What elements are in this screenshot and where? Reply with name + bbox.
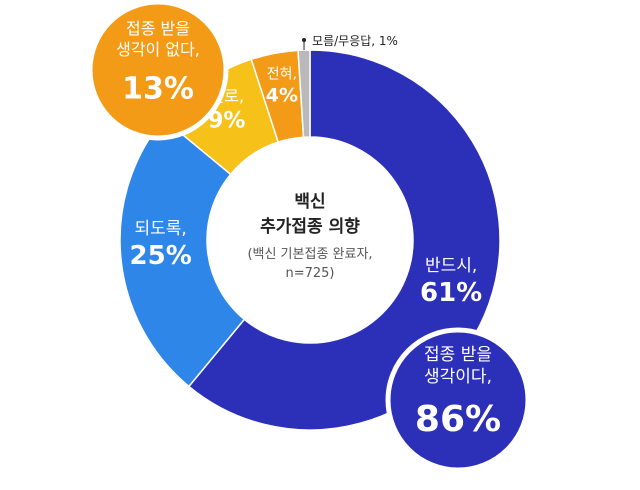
donut-hole <box>207 137 413 343</box>
slice-label-1: 되도록, <box>135 219 187 239</box>
bubble-0-line-0: 접종 받을 <box>424 345 492 365</box>
center-subtitle-line-1: (백신 기본접종 완료자, <box>247 247 372 262</box>
center-title-line-1: 백신 <box>294 192 325 212</box>
slice-label-4: 모름/무응답, 1% <box>312 34 398 48</box>
bubble-1 <box>87 0 229 141</box>
slice-value-1: 25% <box>130 241 192 271</box>
slice-value-0: 61% <box>420 278 482 308</box>
bubble-1-line-1: 생각이 없다, <box>116 40 200 59</box>
bubble-0-value: 86% <box>415 399 501 440</box>
bubble-1-value: 13% <box>122 72 194 107</box>
leader-dot <box>302 38 307 42</box>
slice-label-3: 전혀, <box>267 67 297 83</box>
center-title-line-2: 추가접종 의향 <box>260 216 360 237</box>
center-subtitle-line-2: n=725) <box>285 266 334 281</box>
slice-value-3: 4% <box>266 85 298 107</box>
slice-value-2: 9% <box>208 109 245 134</box>
slices-group <box>119 49 501 431</box>
slice-label-0: 반드시, <box>425 256 477 276</box>
bubble-0 <box>385 327 531 473</box>
bubble-0-line-1: 생각이다, <box>424 367 492 387</box>
bubble-1-line-0: 접종 받을 <box>126 19 190 38</box>
